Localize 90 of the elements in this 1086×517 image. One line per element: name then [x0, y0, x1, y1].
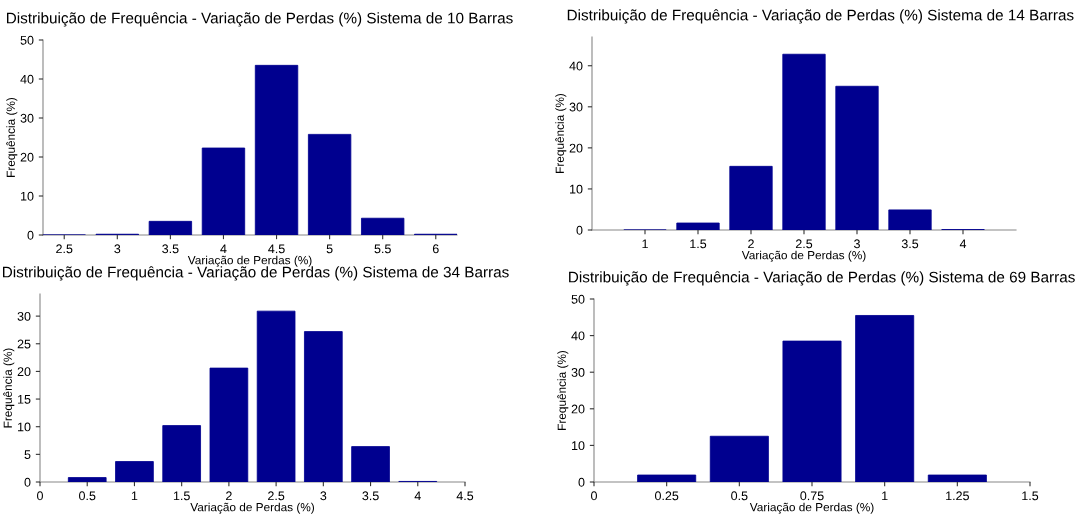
- x-tick-label: 4: [414, 491, 421, 501]
- bar: [927, 474, 987, 482]
- y-tick-label: 10: [572, 441, 585, 451]
- x-tick-label: 0.25: [654, 491, 679, 501]
- bar: [148, 220, 193, 235]
- chart-title: Distribuição de Frequência - Variação de Perdas (%) Sistema de 69 Barras: [569, 271, 1075, 286]
- x-tick-label: 4: [220, 244, 227, 254]
- x-tick-label: 0: [37, 491, 43, 501]
- y-tick-label: 40: [571, 331, 585, 341]
- bar: [209, 367, 249, 482]
- x-tick-label: 5.5: [374, 244, 391, 254]
- bar: [201, 147, 246, 235]
- x-tick-label: 0: [591, 491, 597, 501]
- x-tick-label: 3.5: [162, 244, 179, 254]
- y-tick-label: 5: [24, 450, 31, 460]
- bar: [115, 461, 154, 482]
- bar: [307, 133, 352, 235]
- x-tick-label: 6: [432, 244, 439, 254]
- y-tick-label: 0: [27, 230, 34, 240]
- y-tick-label: 30: [20, 113, 34, 123]
- y-tick-label: 20: [569, 143, 583, 153]
- x-tick-label: 3: [320, 491, 327, 501]
- x-axis-title: Variação de Perdas (%): [190, 502, 314, 514]
- x-tick-label: 2: [748, 239, 754, 249]
- bar: [256, 310, 296, 482]
- x-tick-label: 4.5: [456, 491, 474, 501]
- bar: [67, 477, 107, 482]
- y-tick-label: 10: [21, 191, 34, 201]
- x-tick-label: 2.5: [56, 244, 73, 254]
- x-tick-label: 1: [642, 239, 648, 249]
- y-tick-label: 30: [17, 311, 31, 321]
- bar: [888, 209, 932, 230]
- chart-title: Distribuição de Frequência - Variação de Perdas (%) Sistema de 34 Barras: [3, 266, 509, 281]
- bar: [162, 425, 201, 482]
- x-tick-label: 4: [959, 239, 967, 249]
- y-axis-title: Frequência (%): [3, 348, 15, 428]
- bar: [254, 64, 299, 235]
- y-tick-label: 30: [571, 368, 585, 377]
- x-tick-label: 3: [854, 239, 860, 249]
- x-tick-label: 3: [114, 244, 121, 254]
- x-axis-title: Variação de Perdas (%): [187, 255, 312, 267]
- chart-title: Distribuição de Frequência - Variação de Perdas (%) Sistema de 10 Barras: [6, 12, 513, 27]
- y-tick-label: 20: [17, 367, 31, 377]
- y-tick-label: 40: [569, 61, 583, 71]
- x-tick-label: 3.5: [901, 239, 919, 249]
- bar: [637, 474, 697, 482]
- y-tick-label: 0: [576, 225, 583, 235]
- bar: [855, 315, 915, 482]
- y-tick-label: 0: [578, 477, 585, 487]
- x-tick-label: 4.5: [268, 244, 285, 254]
- x-tick-label: 5: [326, 244, 333, 254]
- bar: [729, 165, 773, 230]
- y-axis-title: Frequência (%): [555, 93, 567, 173]
- x-axis-title: Variação de Perdas (%): [741, 250, 866, 262]
- y-tick-label: 30: [569, 102, 583, 112]
- bar: [351, 446, 390, 482]
- y-tick-label: 20: [571, 404, 585, 414]
- bar: [782, 340, 842, 482]
- bar: [835, 85, 879, 230]
- bar: [304, 331, 343, 482]
- y-tick-label: 0: [24, 477, 31, 487]
- x-tick-label: 0.75: [800, 491, 824, 501]
- x-tick-label: 1.5: [173, 491, 190, 501]
- x-tick-label: 0.5: [79, 491, 96, 501]
- x-tick-label: 1.5: [1022, 491, 1039, 501]
- x-tick-label: 2.5: [795, 239, 813, 249]
- y-tick-label: 50: [571, 294, 585, 304]
- x-tick-label: 0.5: [731, 491, 748, 501]
- bar: [782, 53, 826, 230]
- x-tick-label: 2: [226, 491, 232, 501]
- bar: [361, 217, 405, 235]
- y-tick-label: 20: [20, 152, 34, 162]
- bar: [676, 222, 720, 230]
- y-tick-label: 50: [20, 35, 34, 45]
- x-tick-label: 1: [882, 491, 888, 501]
- x-tick-label: 1: [131, 491, 138, 501]
- chart-title: Distribuição de Frequência - Variação de Perdas (%) Sistema de 14 Barras: [567, 9, 1074, 24]
- y-tick-label: 40: [20, 74, 34, 84]
- y-axis-title: Frequência (%): [6, 97, 18, 177]
- bar: [709, 435, 769, 482]
- y-axis-title: Frequência (%): [557, 350, 569, 430]
- y-tick-label: 25: [17, 339, 31, 349]
- y-tick-label: 10: [18, 422, 31, 432]
- x-tick-label: 3.5: [362, 491, 379, 501]
- x-tick-label: 2.5: [268, 491, 285, 501]
- x-tick-label: 1.25: [946, 491, 969, 501]
- x-tick-label: 1.5: [690, 239, 707, 249]
- y-tick-label: 10: [570, 184, 583, 194]
- x-axis-title: Variação de Perdas (%): [749, 502, 874, 514]
- y-tick-label: 15: [18, 394, 31, 404]
